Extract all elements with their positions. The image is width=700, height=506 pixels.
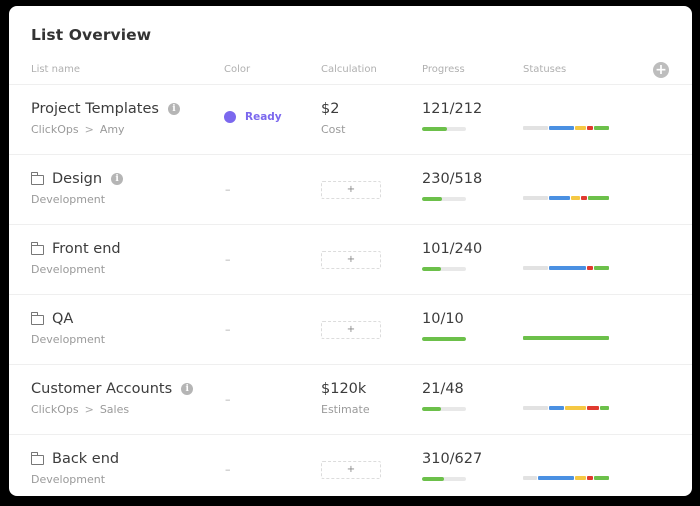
breadcrumb: Development [31,473,106,486]
breadcrumb: Development [31,263,106,276]
color-empty[interactable]: – [225,253,231,266]
status-segment-green [594,126,609,130]
calculation-label: Cost [321,123,346,136]
list-name[interactable]: QA [30,311,73,327]
status-segment-gray [523,476,537,480]
progress-text: 21/48 [422,381,464,397]
status-segment-gray [523,266,549,270]
color-empty[interactable]: – [225,323,231,336]
status-segment-red [587,126,593,130]
status-segment-blue [549,196,570,200]
table-row[interactable]: Project Templates i ClickOps > Amy Ready $… [9,84,692,154]
table-row[interactable]: Customer Accounts i ClickOps > Sales – $12… [9,364,692,434]
status-segment-gray [523,406,548,410]
status-segment-red [580,196,587,200]
list-name[interactable]: Design i [30,171,124,187]
table-row[interactable]: Back end Development – + 310/627 [9,434,692,496]
status-segment-gray [523,126,548,130]
progress-text: 121/212 [422,101,483,117]
folder-icon [30,312,44,325]
progress-text: 101/240 [422,241,483,257]
calculation-label: Estimate [321,403,370,416]
table-row[interactable]: Design i Development – + 230/518 [9,154,692,224]
list-name[interactable]: Back end [30,451,119,467]
color-empty[interactable]: – [225,463,231,476]
chevron-right-icon: > [84,403,94,416]
status-segment-green [593,266,610,270]
status-bar [523,476,609,480]
add-calculation-button[interactable]: + [321,321,381,339]
folder-icon [30,452,44,465]
chevron-right-icon: > [84,123,94,136]
status-segment-yellow [575,126,586,130]
add-calculation-button[interactable]: + [321,251,381,269]
progress-bar [422,337,466,341]
status-bar [523,126,609,130]
column-header-progress[interactable]: Progress [422,64,465,75]
calculation-value: $120k [321,381,367,397]
status-segment-blue [549,406,564,410]
color-empty[interactable]: – [225,183,231,196]
status-bar [523,266,610,270]
status-segment-yellow [575,476,586,480]
info-icon[interactable]: i [181,383,194,395]
folder-icon [30,172,44,185]
status-segment-green [587,196,610,200]
status-segment-yellow [570,196,580,200]
progress-bar [422,197,466,201]
status-segment-gray [523,196,549,200]
status-segment-red [587,476,593,480]
folder-icon [30,242,44,255]
color-dot-icon [224,111,236,123]
status-segment-red [586,266,593,270]
progress-bar [422,407,466,411]
breadcrumb: ClickOps > Amy [31,123,125,136]
list-name[interactable]: Front end [30,241,121,257]
info-icon[interactable]: i [167,103,180,115]
status-badge[interactable]: Ready [224,111,282,123]
table-row[interactable]: Front end Development – + 101/240 [9,224,692,294]
info-icon[interactable]: i [111,173,124,185]
column-header-color[interactable]: Color [224,64,251,75]
status-segment-red [587,406,599,410]
page-title: List Overview [31,26,152,44]
status-segment-green [523,336,609,340]
progress-bar [422,267,466,271]
status-bar [523,196,610,200]
status-segment-blue [549,266,586,270]
progress-bar [422,477,466,481]
add-calculation-button[interactable]: + [321,181,381,199]
add-column-button[interactable]: + [653,62,669,78]
plus-circle-icon: + [655,62,667,78]
breadcrumb: Development [31,333,106,346]
progress-text: 310/627 [422,451,483,467]
status-segment-blue [538,476,574,480]
list-name[interactable]: Project Templates i [31,101,180,117]
column-header-list-name[interactable]: List name [31,64,81,75]
status-segment-blue [549,126,574,130]
status-segment-yellow [565,406,586,410]
color-empty[interactable]: – [225,393,231,406]
calculation-value: $2 [321,101,340,117]
breadcrumb: ClickOps > Sales [31,403,130,416]
breadcrumb: Development [31,193,106,206]
status-bar [523,336,609,340]
status-segment-green [600,406,609,410]
status-bar [523,406,609,410]
progress-text: 230/518 [422,171,483,187]
list-overview-card: List Overview List name Color Calculatio… [9,6,692,496]
table-row[interactable]: QA Development – + 10/10 [9,294,692,364]
add-calculation-button[interactable]: + [321,461,381,479]
column-header-statuses[interactable]: Statuses [523,64,567,75]
progress-text: 10/10 [422,311,464,327]
progress-bar [422,127,466,131]
list-name[interactable]: Customer Accounts i [31,381,194,397]
status-segment-green [594,476,609,480]
column-header-calculation[interactable]: Calculation [321,64,377,75]
